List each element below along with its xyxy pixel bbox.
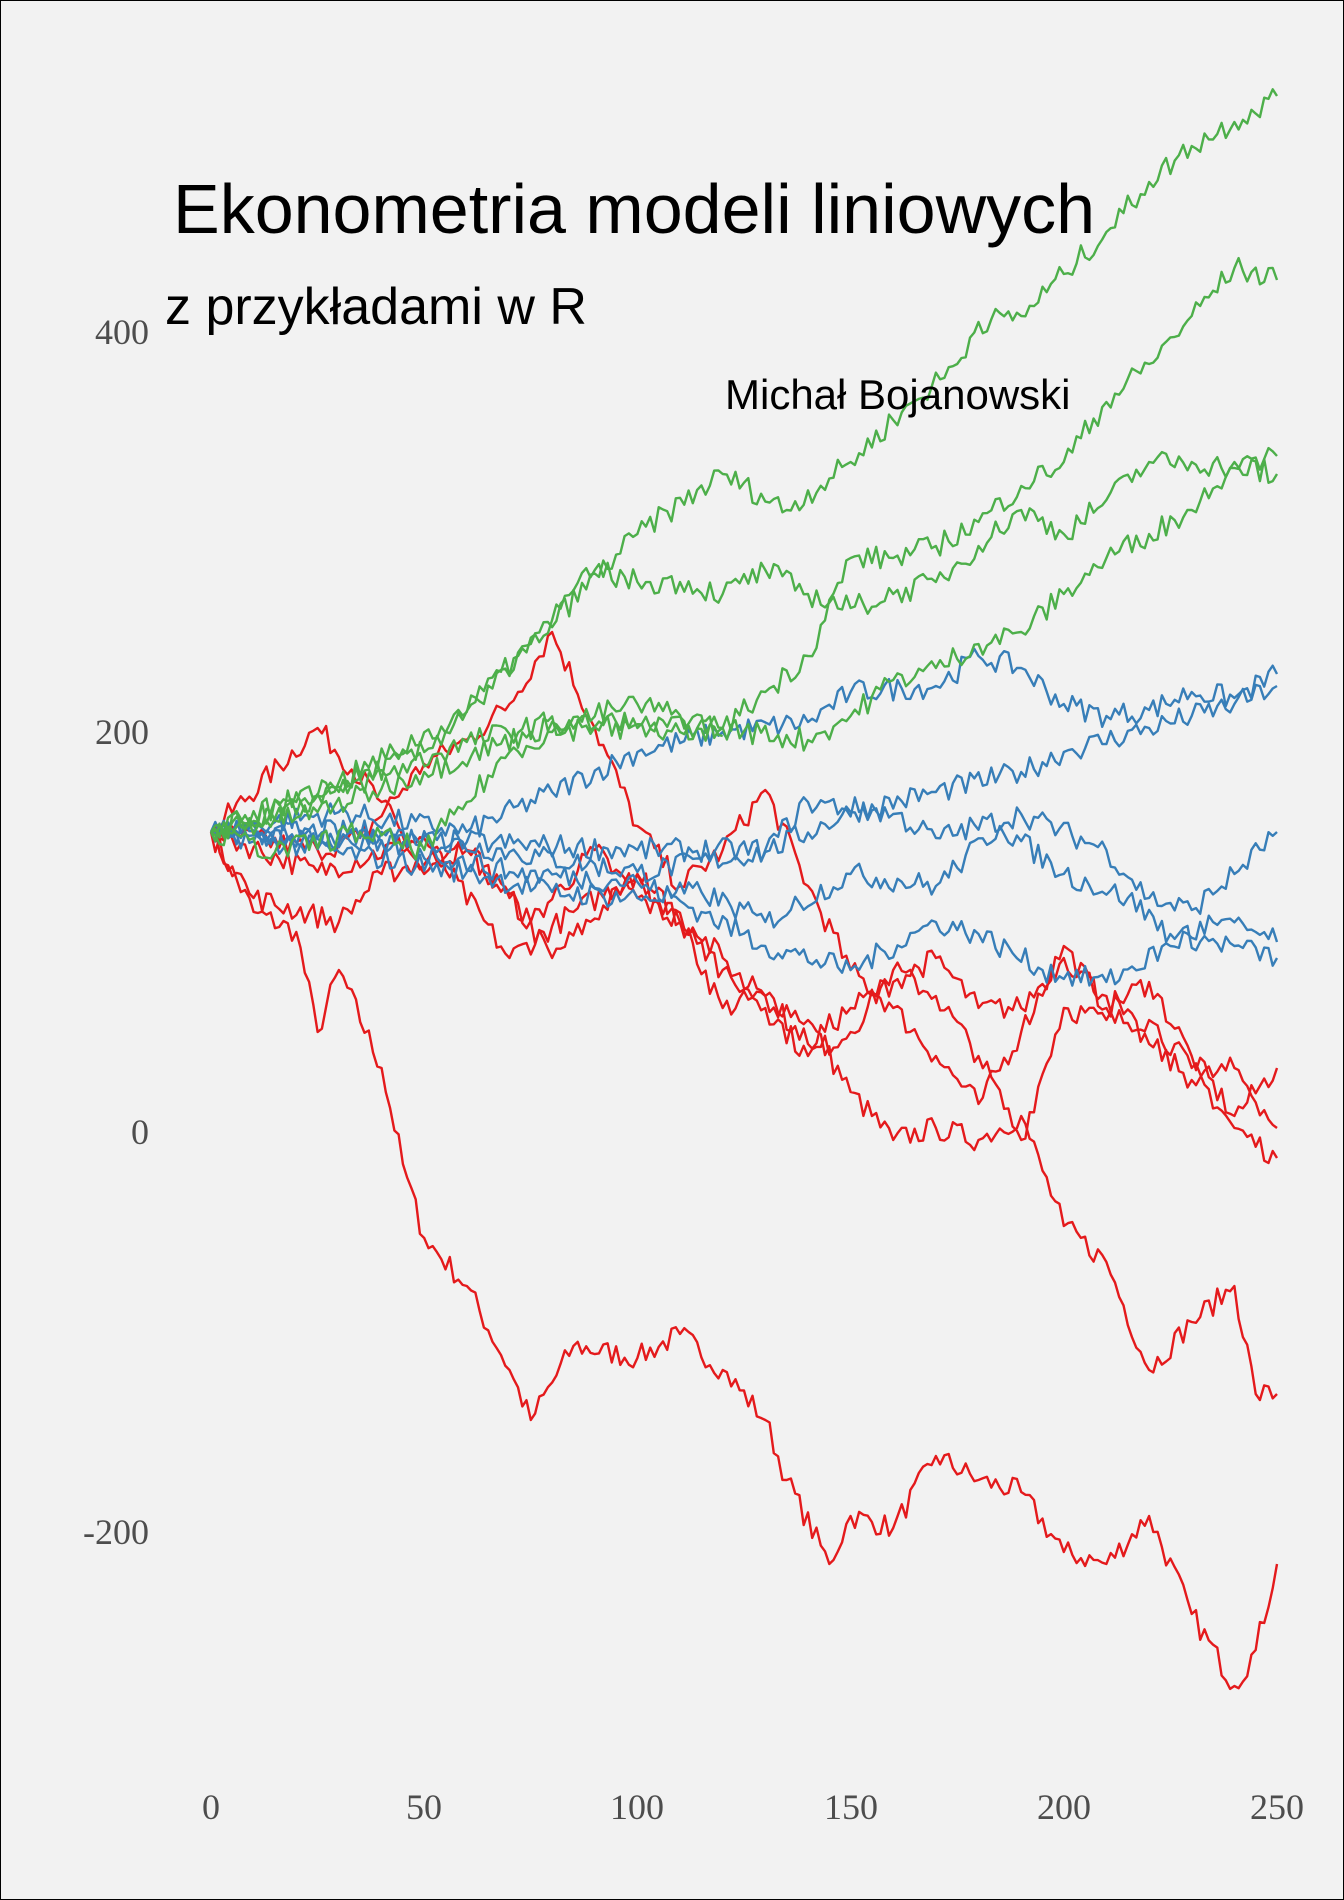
y-tick-label: -200	[83, 1512, 149, 1552]
x-tick-label: 200	[1037, 1787, 1091, 1827]
series-lines	[209, 88, 1279, 1691]
y-tick-label: 0	[131, 1112, 149, 1152]
series-line-green-3	[210, 458, 1279, 839]
series-line-green-1	[210, 256, 1279, 840]
y-axis-ticks: -200 0 200 400	[83, 312, 149, 1552]
series-line-blue-5	[209, 647, 1279, 840]
x-tick-label: 150	[824, 1787, 878, 1827]
series-line-red-12	[210, 630, 1279, 1118]
x-axis-ticks: 0 50 100 150 200 250	[202, 1787, 1304, 1827]
series-line-blue-9	[210, 821, 1279, 987]
series-line-blue-8	[209, 820, 1279, 967]
x-tick-label: 100	[610, 1787, 664, 1827]
book-author: Michał Bojanowski	[725, 371, 1071, 418]
x-tick-label: 50	[406, 1787, 442, 1827]
y-tick-label: 400	[95, 312, 149, 352]
y-tick-label: 200	[95, 712, 149, 752]
series-line-green-2	[209, 446, 1278, 843]
series-line-red-10	[209, 831, 1279, 1691]
series-line-green-4	[210, 711, 723, 861]
book-title: Ekonometria modeli liniowych	[173, 170, 1096, 248]
x-tick-label: 0	[202, 1787, 220, 1827]
series-line-blue-7	[209, 796, 1278, 915]
series-line-green-0	[210, 88, 1279, 837]
book-subtitle: z przykładami w R	[165, 278, 587, 336]
x-tick-label: 250	[1250, 1787, 1304, 1827]
